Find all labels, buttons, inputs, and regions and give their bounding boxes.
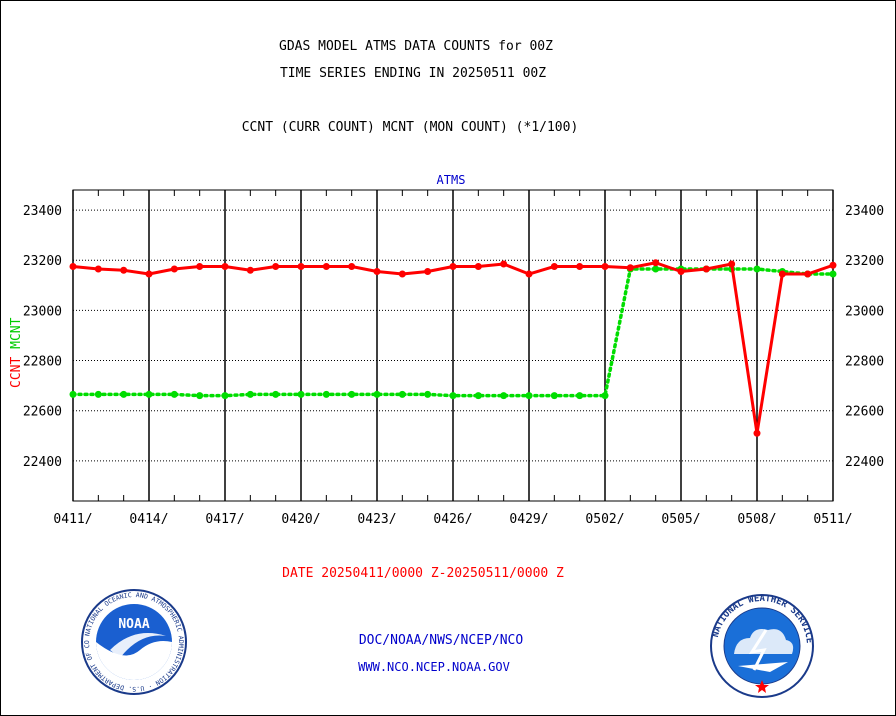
data-point-mcnt bbox=[94, 390, 102, 398]
data-point-ccnt bbox=[196, 262, 204, 270]
x-tick-label: 0505/ bbox=[661, 512, 700, 527]
y-tick-label-left: 22600 bbox=[23, 405, 62, 420]
x-tick-label: 0417/ bbox=[205, 512, 244, 527]
y-tick-label-left: 22800 bbox=[23, 355, 62, 370]
data-point-ccnt bbox=[753, 429, 761, 437]
data-point-ccnt bbox=[348, 262, 356, 270]
noaa-logo: NOAA NATIONAL OCEANIC AND ATMOSPHERIC AD… bbox=[80, 588, 187, 695]
x-tick-label: 0423/ bbox=[357, 512, 396, 527]
x-tick-label: 0420/ bbox=[281, 512, 320, 527]
data-point-mcnt bbox=[474, 392, 482, 400]
data-point-mcnt bbox=[652, 265, 660, 273]
x-tick-label: 0508/ bbox=[737, 512, 776, 527]
y-axis-title-mcnt: MCNT bbox=[9, 317, 24, 356]
data-point-mcnt bbox=[246, 390, 254, 398]
data-point-ccnt bbox=[145, 270, 153, 278]
x-tick-label: 0429/ bbox=[509, 512, 548, 527]
data-point-ccnt bbox=[69, 262, 77, 270]
y-tick-label-right: 22800 bbox=[845, 355, 884, 370]
y-tick-label-right: 23400 bbox=[845, 204, 884, 219]
series-lines bbox=[69, 259, 837, 437]
noaa-logo-text: NOAA bbox=[118, 617, 149, 632]
data-point-ccnt bbox=[652, 259, 660, 267]
y-tick-label-left: 23400 bbox=[23, 204, 62, 219]
data-point-mcnt bbox=[196, 392, 204, 400]
data-point-ccnt bbox=[373, 268, 381, 276]
data-point-ccnt bbox=[804, 270, 812, 278]
data-point-ccnt bbox=[246, 266, 254, 274]
data-point-mcnt bbox=[424, 390, 432, 398]
data-point-mcnt bbox=[348, 390, 356, 398]
y-tick-label-left: 23000 bbox=[23, 304, 62, 319]
y-tick-label-left: 23200 bbox=[23, 254, 62, 269]
credit-website[interactable]: WWW.NCO.NCEP.NOAA.GOV bbox=[358, 660, 510, 674]
data-point-ccnt bbox=[474, 262, 482, 270]
data-point-ccnt bbox=[398, 270, 406, 278]
x-tick-label: 0502/ bbox=[585, 512, 624, 527]
data-point-mcnt bbox=[601, 392, 609, 400]
y-tick-label-left: 22400 bbox=[23, 455, 62, 470]
data-point-mcnt bbox=[449, 392, 457, 400]
data-point-mcnt bbox=[221, 392, 229, 400]
data-point-ccnt bbox=[702, 265, 710, 273]
data-point-ccnt bbox=[550, 262, 558, 270]
data-point-ccnt bbox=[525, 270, 533, 278]
data-point-mcnt bbox=[322, 390, 330, 398]
data-point-mcnt bbox=[829, 270, 837, 278]
data-point-ccnt bbox=[297, 262, 305, 270]
data-point-mcnt bbox=[69, 390, 77, 398]
y-axis-title-ccnt: CCNT bbox=[9, 357, 24, 388]
y-tick-label-right: 23000 bbox=[845, 304, 884, 319]
grid bbox=[72, 190, 834, 501]
data-point-mcnt bbox=[373, 390, 381, 398]
data-point-mcnt bbox=[272, 390, 280, 398]
plot-title: ATMS bbox=[436, 173, 466, 187]
data-point-ccnt bbox=[322, 262, 330, 270]
data-point-mcnt bbox=[500, 392, 508, 400]
data-point-ccnt bbox=[728, 260, 736, 268]
data-point-ccnt bbox=[576, 262, 584, 270]
chart-title-line2: TIME SERIES ENDING IN 20250511 00Z bbox=[279, 66, 547, 81]
data-point-mcnt bbox=[170, 390, 178, 398]
axis-ticks: 22400 22400 22600 22600 22800 22800 23000 23000… bbox=[23, 190, 884, 527]
data-point-mcnt bbox=[525, 392, 533, 400]
data-point-ccnt bbox=[449, 262, 457, 270]
data-point-ccnt bbox=[272, 262, 280, 270]
data-point-ccnt bbox=[601, 262, 609, 270]
x-tick-label: 0426/ bbox=[433, 512, 472, 527]
data-point-ccnt bbox=[424, 268, 432, 276]
data-point-ccnt bbox=[221, 262, 229, 270]
x-tick-label: 0411/ bbox=[53, 512, 92, 527]
data-point-ccnt bbox=[170, 265, 178, 273]
x-tick-label: 0511/ bbox=[813, 512, 852, 527]
chart-subtitle: CCNT (CURR COUNT) MCNT (MON COUNT) (*1/1… bbox=[241, 120, 579, 135]
plot-area-border bbox=[72, 189, 834, 502]
data-point-mcnt bbox=[550, 392, 558, 400]
y-axis-label: CCNT MCNT bbox=[9, 317, 24, 388]
data-point-ccnt bbox=[500, 260, 508, 268]
credit-org: DOC/NOAA/NWS/NCEP/NCO bbox=[358, 633, 524, 648]
data-point-mcnt bbox=[576, 392, 584, 400]
data-point-ccnt bbox=[120, 266, 128, 274]
y-tick-label-right: 23200 bbox=[845, 254, 884, 269]
data-point-ccnt bbox=[94, 265, 102, 273]
x-tick-label: 0414/ bbox=[129, 512, 168, 527]
date-range-label: DATE 20250411/0000 Z-20250511/0000 Z bbox=[282, 566, 564, 581]
data-point-ccnt bbox=[677, 268, 685, 276]
y-axis-title: CCNT MCNT bbox=[9, 317, 24, 388]
data-point-ccnt bbox=[829, 261, 837, 269]
data-point-ccnt bbox=[778, 270, 786, 278]
data-point-mcnt bbox=[120, 390, 128, 398]
data-point-mcnt bbox=[753, 265, 761, 273]
data-point-mcnt bbox=[297, 390, 305, 398]
nws-logo: NATIONAL WEATHER SERVICE bbox=[710, 594, 814, 698]
y-tick-label-right: 22600 bbox=[845, 405, 884, 420]
data-point-mcnt bbox=[398, 390, 406, 398]
chart-title-line1: GDAS MODEL ATMS DATA COUNTS for 00Z bbox=[279, 39, 553, 54]
y-tick-label-right: 22400 bbox=[845, 455, 884, 470]
data-point-ccnt bbox=[626, 264, 634, 272]
data-point-mcnt bbox=[145, 390, 153, 398]
